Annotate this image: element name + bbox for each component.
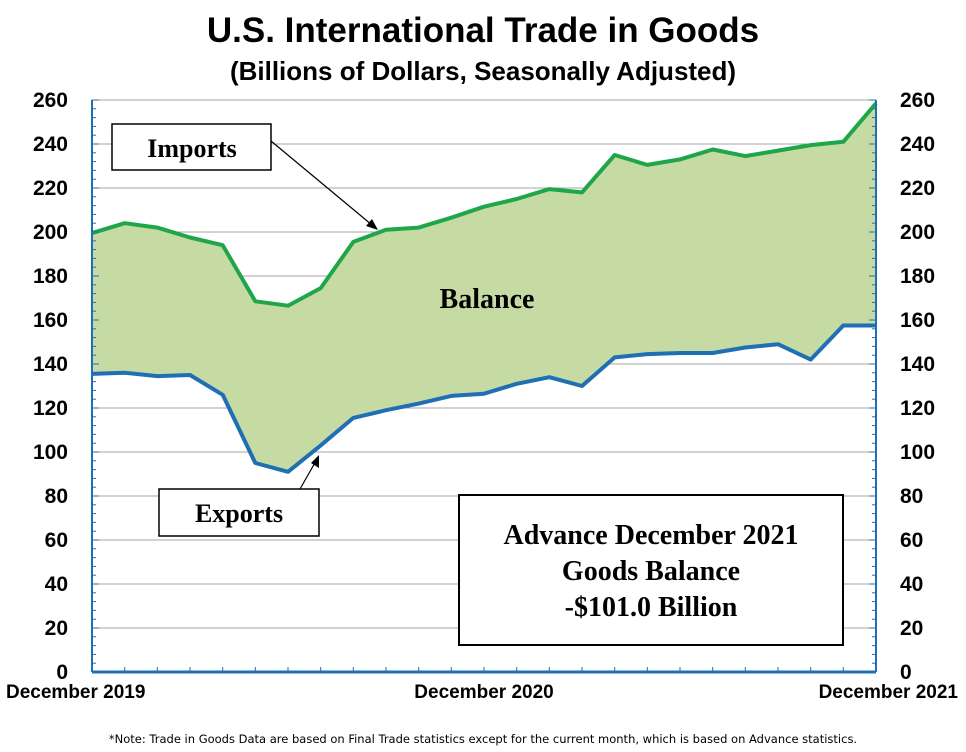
x-axis-labels: December 2019 December 2020 December 2021 [6,682,958,703]
info-box-frame [458,494,844,646]
chart-subtitle: (Billions of Dollars, Seasonally Adjuste… [230,56,736,86]
y-tick-label-left: 220 [33,177,68,200]
y-tick-label-left: 60 [45,529,68,552]
y-tick-label-right: 260 [900,89,935,112]
exports-line [91,323,876,474]
y-tick-label-left: 240 [33,133,68,156]
footnote: *Note: Trade in Goods Data are based on … [109,732,857,746]
y-tick-label-left: 80 [45,485,68,508]
y-tick-label-right: 200 [900,221,935,244]
y-tick-label-left: 140 [33,353,68,376]
info-box-line-2: Goods Balance [562,556,740,587]
info-box-line-1: Advance December 2021 [504,520,799,551]
y-axis-labels-left: 0 20 40 60 80 100 120 140 160 180 200 220 240 260 [33,89,68,684]
y-tick-label-right: 0 [900,661,912,684]
balance-area [92,103,876,472]
y-tick-label-right: 160 [900,309,935,332]
y-tick-label-right: 140 [900,353,935,376]
axes [91,99,877,674]
y-tick-label-left: 40 [45,573,68,596]
imports-callout-box [111,123,272,171]
info-box-line-3: -$101.0 Billion [565,592,738,623]
imports-callout: Imports [111,123,378,230]
y-tick-label-left: 180 [33,265,68,288]
imports-arrow-line [270,140,373,226]
x-tick-label: December 2021 [819,682,959,703]
y-tick-label-left: 100 [33,441,68,464]
x-tick-label: December 2020 [414,682,553,703]
y-tick-label-right: 120 [900,397,935,420]
exports-arrowhead [311,455,319,468]
y-tick-label-right: 20 [900,617,923,640]
y-tick-label-right: 180 [900,265,935,288]
y-tick-label-right: 60 [900,529,923,552]
y-tick-label-left: 200 [33,221,68,244]
y-tick-label-right: 240 [900,133,935,156]
exports-callout-box [158,488,320,537]
y-tick-label-right: 80 [900,485,923,508]
imports-arrowhead [366,219,378,230]
y-tick-label-right: 40 [900,573,923,596]
y-tick-label-left: 260 [33,89,68,112]
exports-arrow-line [299,460,317,490]
chart-title: U.S. International Trade in Goods [207,11,759,50]
x-tick-label: December 2019 [6,682,145,703]
y-tick-label-left: 120 [33,397,68,420]
exports-label: Exports [195,499,283,528]
exports-callout: Exports [158,455,320,537]
y-tick-label-left: 160 [33,309,68,332]
y-axis-labels-right: 0 20 40 60 80 100 120 140 160 180 200 220 240 260 [900,89,935,684]
imports-label: Imports [147,134,237,163]
y-tick-label-right: 100 [900,441,935,464]
imports-line [91,102,878,308]
y-tick-label-left: 0 [56,661,68,684]
y-tick-label-right: 220 [900,177,935,200]
info-box: Advance December 2021 Goods Balance -$10… [458,494,844,646]
y-tick-label-left: 20 [45,617,68,640]
balance-label: Balance [440,284,535,315]
